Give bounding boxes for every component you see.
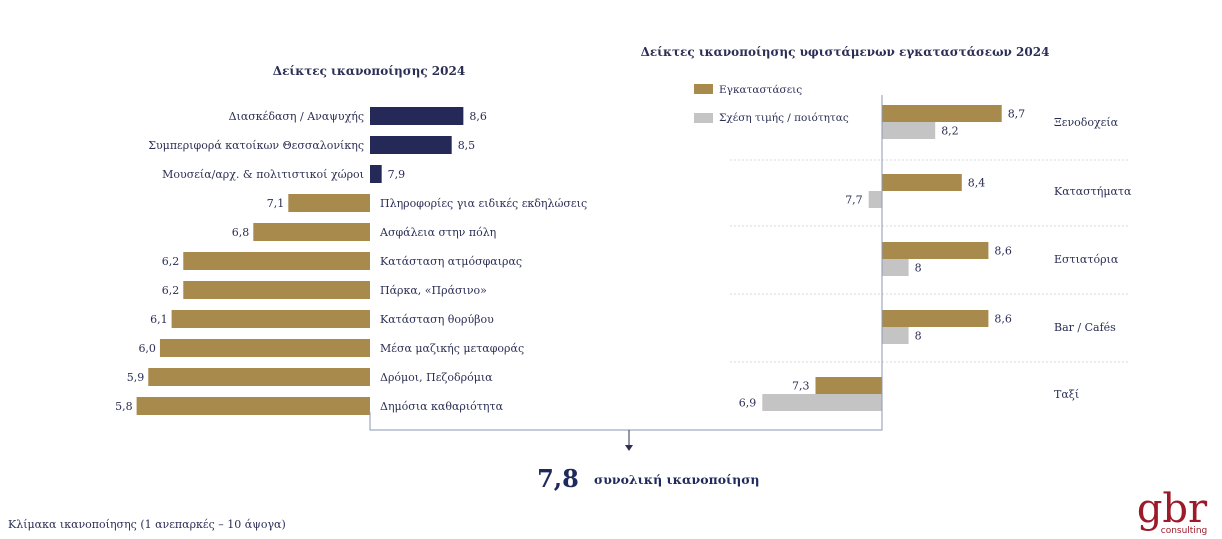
left-category-label: Διασκέδαση / Αναψυχής [229, 110, 364, 123]
right-bar-value: 8 [915, 330, 922, 343]
left-bar-value: 5,9 [127, 371, 145, 384]
left-bar-value: 7,9 [388, 168, 406, 181]
left-category-label: Συμπεριφορά κατοίκων Θεσσαλονίκης [148, 139, 364, 152]
left-bar-value: 5,8 [115, 400, 133, 413]
left-category-label: Μέσα μαζικής μεταφοράς [380, 342, 524, 355]
left-bar-value: 8,6 [469, 110, 487, 123]
right-bar-value-for-money [882, 122, 936, 139]
legend-swatch-value-for-money [694, 113, 713, 123]
right-bar-value: 8,4 [968, 177, 986, 190]
left-category-label: Μουσεία/αρχ. & πολιτιστικοί χώροι [162, 168, 364, 181]
left-category-label: Δρόμοι, Πεζοδρόμια [380, 371, 493, 384]
right-category-label: Καταστήματα [1054, 185, 1132, 198]
left-chart-bars: 8,6 Διασκέδαση / Αναψυχής 8,5 Συμπεριφορά κ… [115, 107, 587, 415]
right-bar-value: 8,6 [994, 313, 1012, 326]
left-bar [136, 397, 370, 415]
left-bar [148, 368, 370, 386]
right-category-label: Ξενοδοχεία [1054, 116, 1119, 129]
gbr-logo: gbr [1137, 486, 1208, 532]
scale-note: Κλίμακα ικανοποίησης (1 ανεπαρκές – 10 ά… [8, 518, 286, 531]
total-satisfaction-value: 7,8 [537, 464, 579, 493]
left-bar-value: 6,2 [162, 284, 180, 297]
left-category-label: Κατάσταση θορύβου [380, 313, 494, 326]
right-bar-value: 8,7 [1008, 108, 1025, 121]
right-bar-value: 8 [915, 262, 922, 275]
right-bar-value-for-money [762, 394, 882, 411]
left-category-label: Πληροφορίες για ειδικές εκδηλώσεις [380, 197, 587, 210]
left-bar [183, 281, 370, 299]
left-bar [370, 136, 452, 154]
right-bar-installations [815, 377, 882, 394]
right-bar-value: 7,7 [845, 194, 863, 207]
right-bar-value: 6,9 [739, 397, 757, 410]
right-chart-title: Δείκτες ικανοποίησης υφιστάμενων εγκατασ… [641, 45, 1050, 59]
left-category-label: Ασφάλεια στην πόλη [379, 226, 496, 239]
legend-swatch-installations [694, 84, 713, 94]
left-bar-value: 6,2 [162, 255, 180, 268]
right-bar-value-for-money [882, 327, 909, 344]
legend-label-value-for-money: Σχέση τιμής / ποιότητας [719, 111, 849, 124]
left-bar [159, 339, 370, 357]
right-bar-value-for-money [868, 191, 882, 208]
right-chart-bars: 8,7 8,2 Ξενοδοχεία 8,4 7,7 Καταστήματα 8,6 8 Εστ… [730, 105, 1132, 411]
left-bar [288, 194, 370, 212]
left-bar [370, 165, 382, 183]
right-bar-installations [882, 105, 1002, 122]
left-bar-value: 8,5 [458, 139, 476, 152]
legend-label-installations: Εγκαταστάσεις [719, 84, 802, 96]
right-bar-value: 8,2 [941, 125, 959, 138]
right-bar-installations [882, 174, 962, 191]
right-category-label: Ταξί [1054, 388, 1079, 401]
right-bar-value-for-money [882, 259, 909, 276]
gbr-logo-sub: consulting [1161, 526, 1208, 536]
left-bar [253, 223, 370, 241]
reference-frame-line [369, 95, 883, 431]
total-satisfaction-label: συνολική ικανοποίηση [594, 472, 760, 487]
left-bar [183, 252, 370, 270]
left-category-label: Κατάσταση ατμόσφαιρας [380, 255, 522, 268]
left-bar-value: 6,8 [232, 226, 250, 239]
right-bar-installations [882, 310, 989, 327]
left-chart-title: Δείκτες ικανοποίησης 2024 [273, 64, 465, 78]
left-bar-value: 6,0 [138, 342, 156, 355]
left-bar [171, 310, 370, 328]
left-category-label: Δημόσια καθαριότητα [380, 400, 504, 413]
left-category-label: Πάρκα, «Πράσινο» [380, 284, 487, 297]
left-bar-value: 6,1 [150, 313, 168, 326]
left-bar [370, 107, 464, 125]
right-bar-value: 7,3 [792, 380, 810, 393]
right-category-label: Bar / Cafés [1054, 321, 1116, 334]
right-bar-installations [882, 242, 989, 259]
right-bar-value: 8,6 [994, 245, 1012, 258]
right-category-label: Εστιατόρια [1054, 253, 1119, 266]
down-arrow-icon [625, 445, 633, 451]
left-bar-value: 7,1 [267, 197, 285, 210]
